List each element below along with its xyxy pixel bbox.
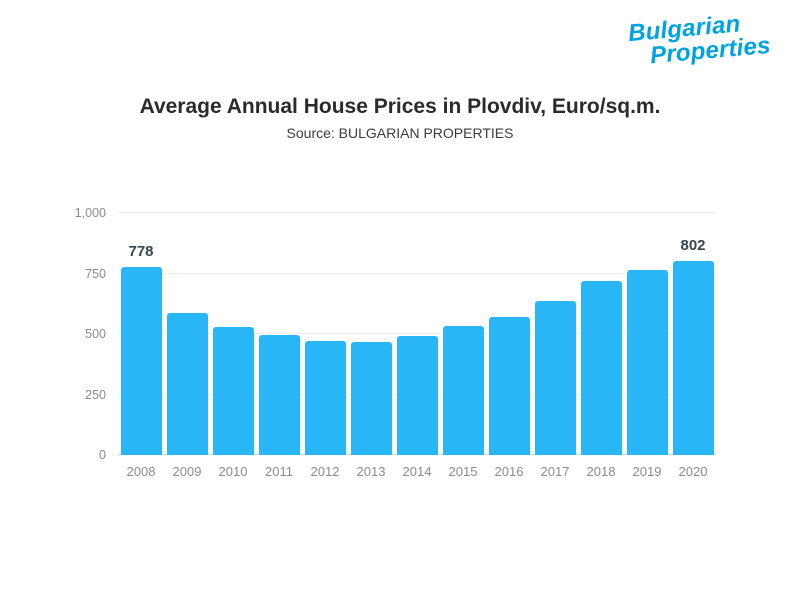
gridline-1000 (118, 212, 716, 213)
bar-column-2013: 2013 (348, 213, 394, 479)
chart-title: Average Annual House Prices in Plovdiv, … (139, 95, 661, 118)
bar-column-2014: 2014 (394, 213, 440, 479)
bar-column-2011: 2011 (256, 213, 302, 479)
bar-2010 (212, 327, 254, 455)
y-axis-tick-label: 0 (99, 448, 106, 462)
x-axis-tick-label: 2008 (126, 464, 156, 479)
bar-value-label: 778 (128, 242, 154, 260)
bar-2015 (442, 326, 484, 455)
chart-subtitle: Source: BULGARIAN PROPERTIES (286, 125, 514, 141)
x-axis-tick-label: 2015 (448, 464, 478, 479)
bar-2014 (396, 336, 438, 455)
bar-2019 (626, 269, 668, 455)
gridline-750 (118, 272, 716, 274)
bar-2011 (258, 335, 300, 455)
bar-column-2012: 2012 (302, 213, 348, 479)
bulgarian-properties-logo: Bulgarian Properties (627, 10, 772, 69)
gridline-500 (118, 333, 716, 334)
bar-value-label: 802 (680, 236, 706, 254)
bar-2018 (580, 280, 622, 455)
bar-2009 (166, 312, 208, 455)
chart-header: Average Annual House Prices in Plovdiv, … (0, 95, 800, 141)
bar-2012 (304, 340, 346, 455)
bar-2020 (672, 260, 714, 455)
bar-2017 (534, 300, 576, 455)
bar-chart: 0 250 500 750 1,000 778 2008 2009 2010 2011 2012 20… (75, 206, 716, 479)
bar-column-2010: 2010 (210, 213, 256, 479)
bar-column-2017: 2017 (532, 213, 578, 479)
plot-area: 0 250 500 750 1,000 778 2008 2009 2010 2011 2012 20… (75, 206, 716, 479)
bar-column-2019: 2019 (624, 213, 670, 479)
bar-column-2016: 2016 (486, 213, 532, 479)
x-axis-tick-label: 2017 (540, 464, 570, 479)
x-axis-tick-label: 2010 (218, 464, 248, 479)
bar-column-2009: 2009 (164, 213, 210, 479)
bar-2016 (488, 316, 530, 455)
bars-row: 778 2008 2009 2010 2011 2012 2013 2014 2015 2016 2… (118, 213, 716, 479)
x-axis-tick-label: 2014 (402, 464, 432, 479)
x-axis-tick-label: 2016 (494, 464, 524, 479)
bar-2013 (350, 341, 392, 455)
x-axis-tick-label: 2018 (586, 464, 616, 479)
x-axis-tick-label: 2013 (356, 464, 386, 479)
bar-column-2018: 2018 (578, 213, 624, 479)
bar-column-2008: 778 2008 (118, 213, 164, 479)
bar-2008 (120, 266, 162, 455)
y-axis-tick-label: 500 (85, 327, 106, 341)
x-axis-tick-label: 2012 (310, 464, 340, 479)
x-axis-tick-label: 2019 (632, 464, 662, 479)
x-axis-tick-label: 2011 (265, 464, 293, 479)
x-axis-tick-label: 2009 (172, 464, 202, 479)
y-axis-tick-label: 750 (85, 266, 106, 281)
y-axis-tick-label: 250 (85, 387, 106, 402)
y-axis-tick-label: 1,000 (74, 206, 106, 220)
x-axis-tick-label: 2020 (678, 464, 708, 479)
bar-column-2015: 2015 (440, 213, 486, 479)
bar-column-2020: 802 2020 (670, 213, 716, 479)
